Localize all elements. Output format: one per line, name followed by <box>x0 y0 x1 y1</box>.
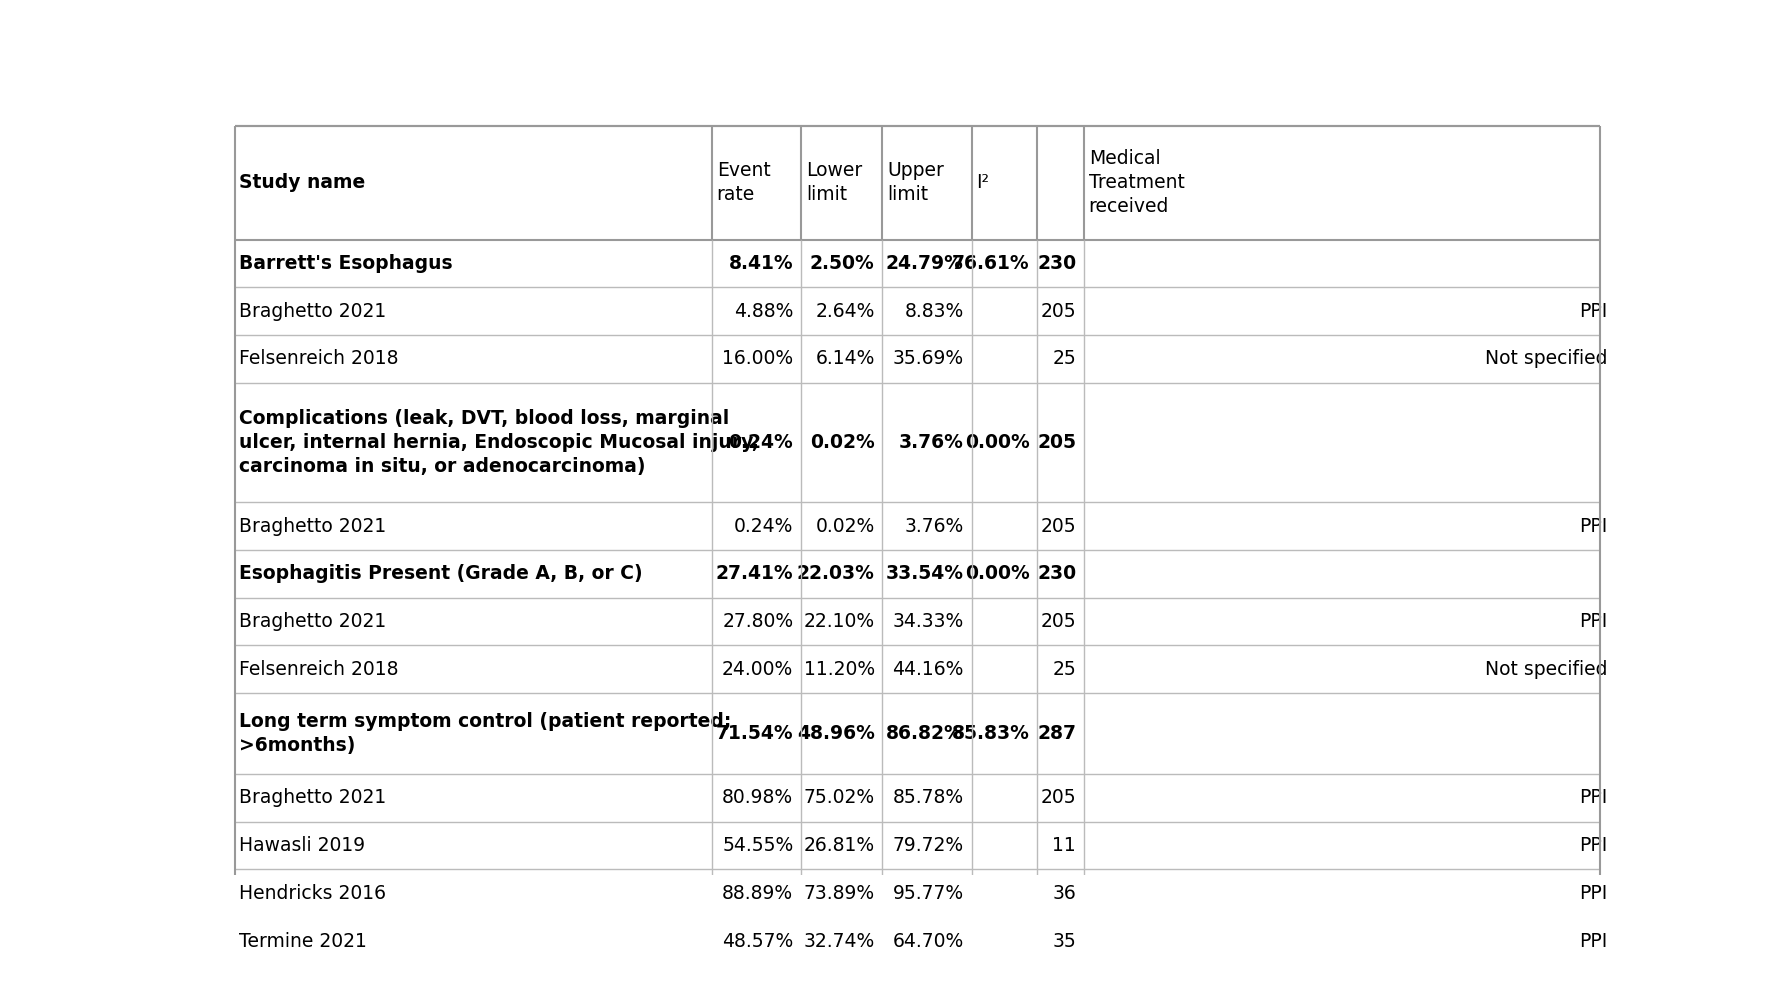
Bar <box>234 382 1599 502</box>
Text: Esophagitis Present (Grade A, B, or C): Esophagitis Present (Grade A, B, or C) <box>240 564 642 583</box>
Text: 75.02%: 75.02% <box>803 788 875 807</box>
Text: 36: 36 <box>1052 884 1075 902</box>
Text: 95.77%: 95.77% <box>893 884 962 902</box>
Text: 0.24%: 0.24% <box>728 434 793 452</box>
Text: 205: 205 <box>1039 516 1075 536</box>
Text: 205: 205 <box>1039 612 1075 631</box>
Text: 26.81%: 26.81% <box>803 837 875 855</box>
Text: 24.79%: 24.79% <box>886 254 962 273</box>
Bar <box>234 646 1599 693</box>
Text: Study name: Study name <box>240 173 365 192</box>
Text: 11.20%: 11.20% <box>803 660 875 679</box>
Text: 34.33%: 34.33% <box>893 612 962 631</box>
Text: Felsenreich 2018: Felsenreich 2018 <box>240 350 399 369</box>
Text: 3.76%: 3.76% <box>898 434 962 452</box>
Text: Braghetto 2021: Braghetto 2021 <box>240 302 386 320</box>
Text: 0.02%: 0.02% <box>816 516 875 536</box>
Bar <box>234 822 1599 870</box>
Text: 22.03%: 22.03% <box>796 564 875 583</box>
Text: 4.88%: 4.88% <box>733 302 793 320</box>
Text: 88.89%: 88.89% <box>721 884 793 902</box>
Text: 0.00%: 0.00% <box>964 564 1029 583</box>
Text: 79.72%: 79.72% <box>893 837 962 855</box>
Bar <box>234 287 1599 335</box>
Text: 85.83%: 85.83% <box>952 724 1029 743</box>
Text: 54.55%: 54.55% <box>721 837 793 855</box>
Text: 64.70%: 64.70% <box>893 932 962 951</box>
Bar <box>234 870 1599 917</box>
Text: 230: 230 <box>1036 564 1075 583</box>
Text: PPI: PPI <box>1578 837 1607 855</box>
Text: Braghetto 2021: Braghetto 2021 <box>240 516 386 536</box>
Text: PPI: PPI <box>1578 612 1607 631</box>
Text: Not specified: Not specified <box>1483 660 1607 679</box>
Text: 3.76%: 3.76% <box>903 516 962 536</box>
Text: PPI: PPI <box>1578 516 1607 536</box>
Text: 32.74%: 32.74% <box>803 932 875 951</box>
Text: 2.64%: 2.64% <box>816 302 875 320</box>
Text: 27.41%: 27.41% <box>716 564 793 583</box>
Bar <box>234 335 1599 382</box>
Bar <box>234 598 1599 646</box>
Text: 85.78%: 85.78% <box>893 788 962 807</box>
Text: Barrett's Esophagus: Barrett's Esophagus <box>240 254 453 273</box>
Text: 205: 205 <box>1039 788 1075 807</box>
Text: 27.80%: 27.80% <box>721 612 793 631</box>
Text: Complications (leak, DVT, blood loss, marginal
ulcer, internal hernia, Endoscopi: Complications (leak, DVT, blood loss, ma… <box>240 409 759 477</box>
Text: 22.10%: 22.10% <box>803 612 875 631</box>
Bar <box>234 240 1599 287</box>
Text: 25: 25 <box>1052 350 1075 369</box>
Text: Medical
Treatment
received: Medical Treatment received <box>1088 148 1184 216</box>
Text: 8.41%: 8.41% <box>728 254 793 273</box>
Bar <box>234 693 1599 774</box>
Text: 287: 287 <box>1036 724 1075 743</box>
Text: 76.61%: 76.61% <box>952 254 1029 273</box>
Text: Lower
limit: Lower limit <box>805 161 862 204</box>
Text: Felsenreich 2018: Felsenreich 2018 <box>240 660 399 679</box>
Bar <box>234 917 1599 965</box>
Text: Upper
limit: Upper limit <box>887 161 943 204</box>
Text: 11: 11 <box>1052 837 1075 855</box>
Text: 25: 25 <box>1052 660 1075 679</box>
Text: 48.57%: 48.57% <box>721 932 793 951</box>
Text: 0.00%: 0.00% <box>964 434 1029 452</box>
Text: Hawasli 2019: Hawasli 2019 <box>240 837 365 855</box>
Text: Hendricks 2016: Hendricks 2016 <box>240 884 386 902</box>
Text: PPI: PPI <box>1578 884 1607 902</box>
Text: 0.02%: 0.02% <box>810 434 875 452</box>
Text: 2.50%: 2.50% <box>810 254 875 273</box>
Text: Not specified: Not specified <box>1483 350 1607 369</box>
Text: 35.69%: 35.69% <box>893 350 962 369</box>
Text: PPI: PPI <box>1578 788 1607 807</box>
Text: 86.82%: 86.82% <box>886 724 962 743</box>
Text: 230: 230 <box>1036 254 1075 273</box>
Text: PPI: PPI <box>1578 932 1607 951</box>
Text: Braghetto 2021: Braghetto 2021 <box>240 612 386 631</box>
Text: Braghetto 2021: Braghetto 2021 <box>240 788 386 807</box>
Text: 0.24%: 0.24% <box>733 516 793 536</box>
Text: Termine 2021: Termine 2021 <box>240 932 367 951</box>
Bar <box>234 774 1599 822</box>
Bar <box>234 502 1599 549</box>
Text: 24.00%: 24.00% <box>721 660 793 679</box>
Text: 33.54%: 33.54% <box>886 564 962 583</box>
Text: 48.96%: 48.96% <box>796 724 875 743</box>
Text: Event
rate: Event rate <box>716 161 769 204</box>
Text: 71.54%: 71.54% <box>716 724 793 743</box>
Text: 73.89%: 73.89% <box>803 884 875 902</box>
Text: 16.00%: 16.00% <box>721 350 793 369</box>
Text: 205: 205 <box>1039 302 1075 320</box>
Text: 6.14%: 6.14% <box>816 350 875 369</box>
Text: 44.16%: 44.16% <box>893 660 962 679</box>
Text: 8.83%: 8.83% <box>903 302 962 320</box>
Text: 35: 35 <box>1052 932 1075 951</box>
Text: 205: 205 <box>1036 434 1075 452</box>
Bar <box>234 549 1599 598</box>
Text: Long term symptom control (patient reported;
>6months): Long term symptom control (patient repor… <box>240 712 732 755</box>
Text: I²: I² <box>975 173 989 192</box>
Text: 80.98%: 80.98% <box>721 788 793 807</box>
Text: PPI: PPI <box>1578 302 1607 320</box>
